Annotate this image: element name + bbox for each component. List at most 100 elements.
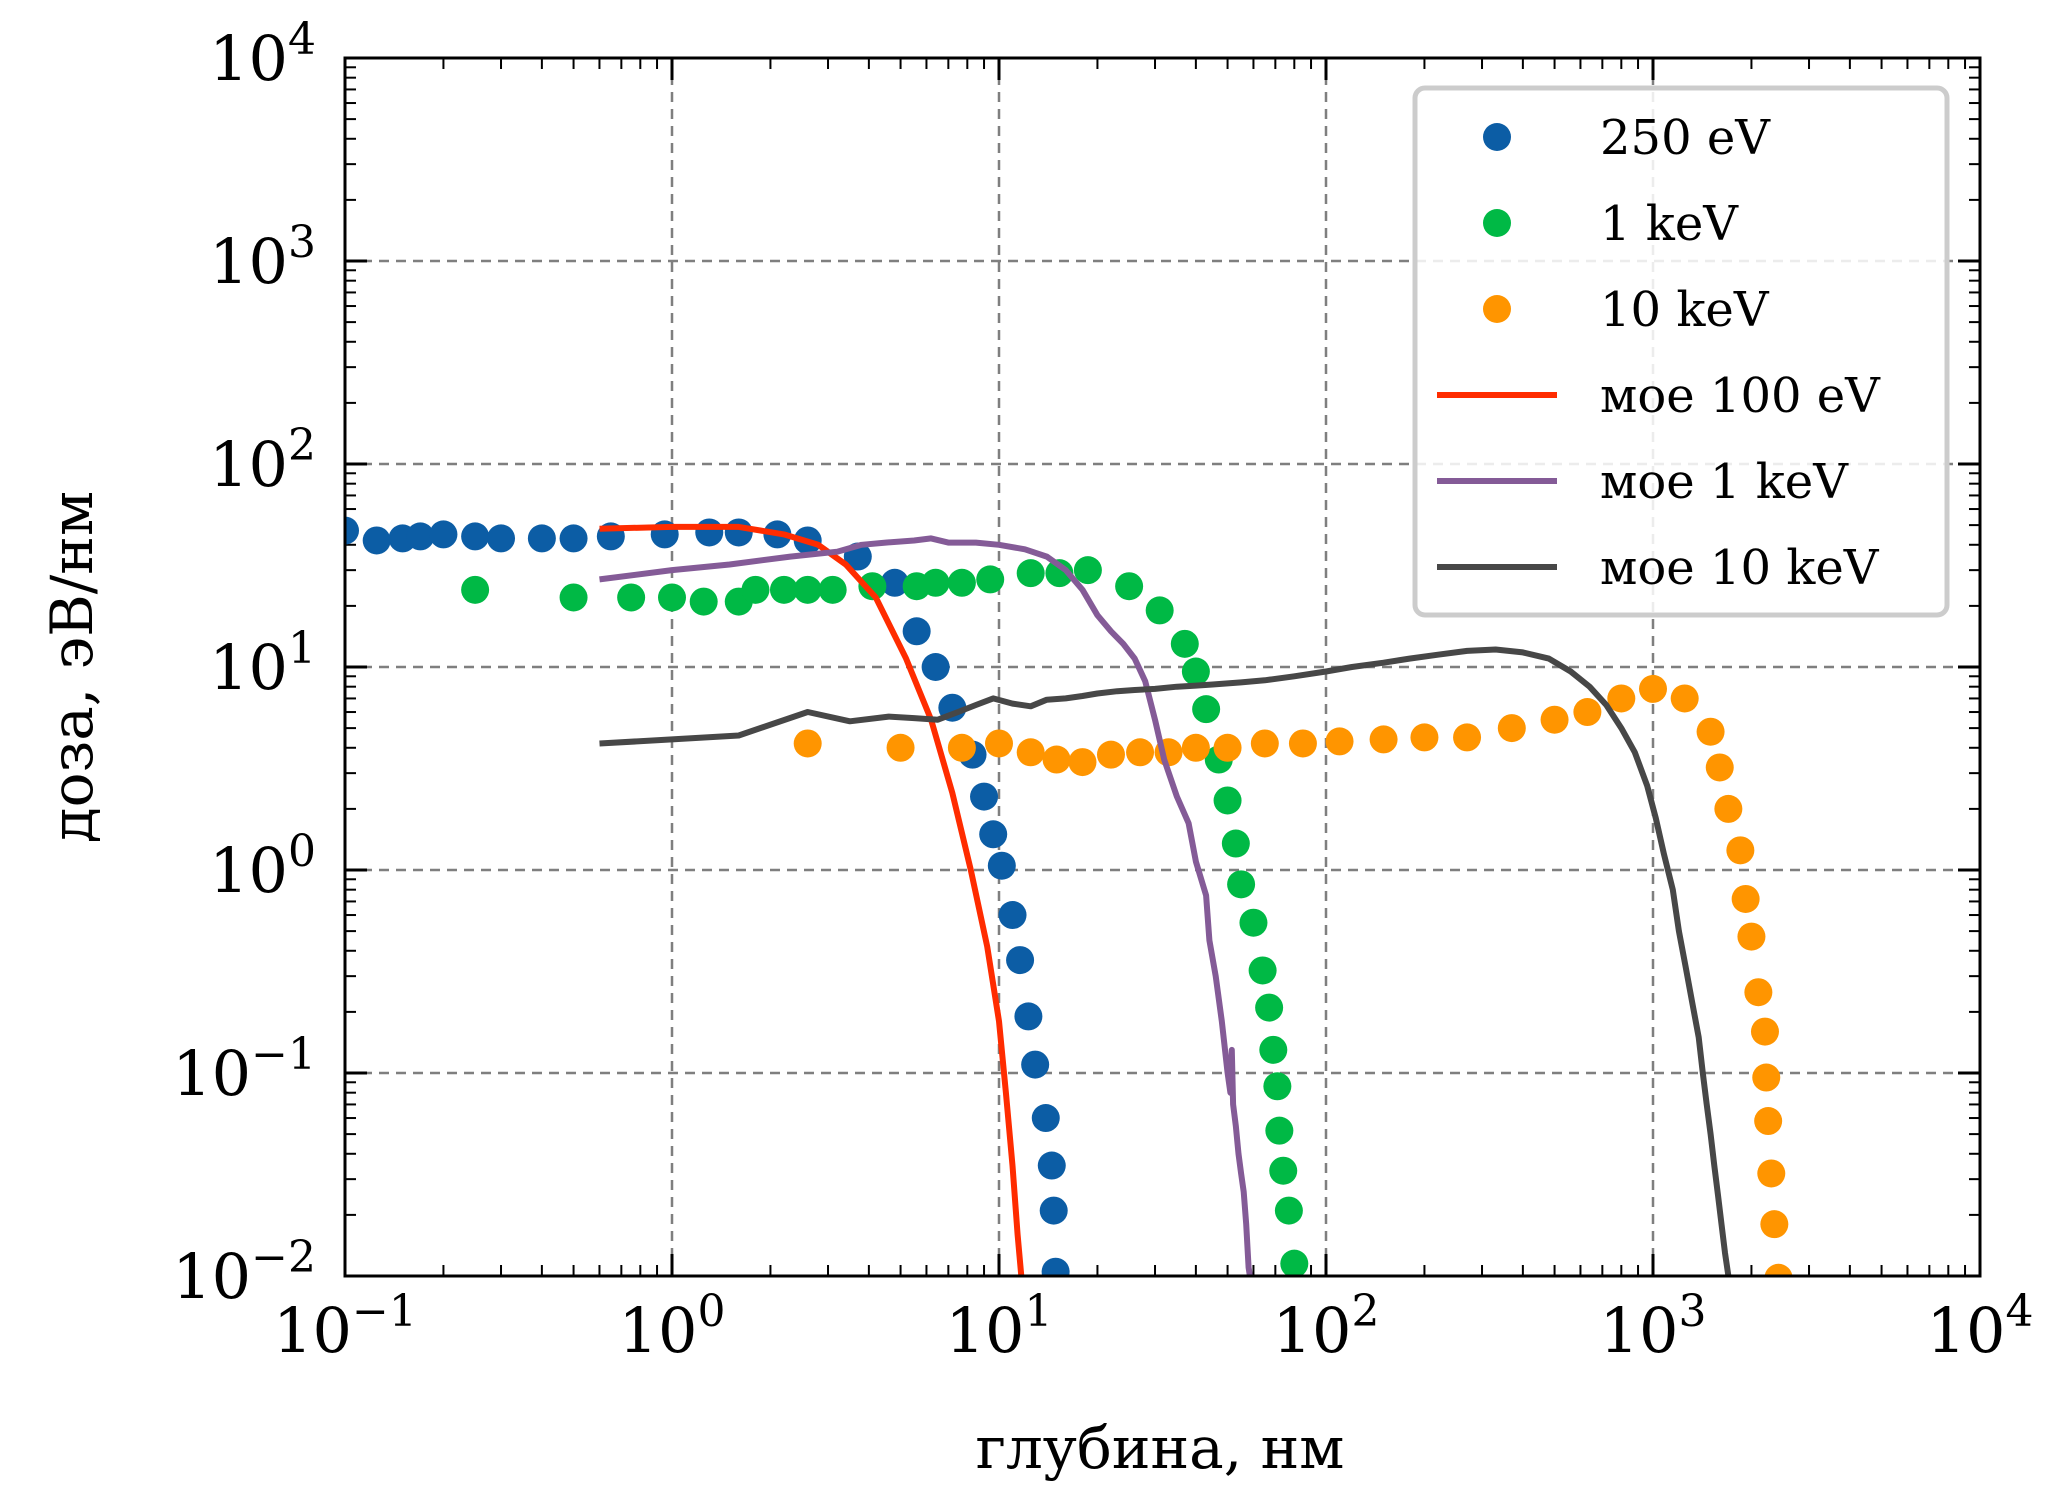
data-point — [1325, 727, 1354, 756]
y-tick-label: 100 — [209, 826, 316, 907]
data-point — [970, 782, 999, 811]
data-point — [1227, 870, 1256, 899]
y-tick-label: 10−1 — [172, 1029, 316, 1110]
x-axis-title: глубина, нм — [976, 1414, 1345, 1482]
data-point — [1037, 1151, 1066, 1180]
data-point — [1731, 884, 1760, 913]
data-point — [1274, 1196, 1303, 1225]
x-tick-labels: 10−1 100 101 102 103 104 — [273, 1286, 2033, 1367]
legend-label: мое 10 keV — [1600, 540, 1880, 596]
data-point — [1016, 559, 1045, 588]
series-1-keV — [461, 556, 1309, 1276]
x-tick-label: 102 — [1273, 1286, 1380, 1367]
data-point — [689, 587, 718, 616]
y-tick-label: 101 — [209, 623, 316, 704]
data-point — [818, 575, 847, 604]
legend-label: 250 eV — [1600, 110, 1771, 166]
data-point — [1181, 733, 1210, 762]
data-point — [461, 522, 490, 551]
legend-frame — [1412, 85, 1950, 618]
data-point — [793, 729, 822, 758]
data-point — [1031, 1104, 1060, 1133]
data-point — [1006, 946, 1035, 975]
y-tick-labels: 10−2 10−1 100 101 102 103 104 — [172, 14, 316, 1313]
y-tick-label: 104 — [209, 14, 316, 95]
y-tick-label: 103 — [209, 217, 316, 298]
data-point — [1016, 738, 1045, 767]
data-point — [724, 518, 753, 547]
data-point — [1757, 1159, 1786, 1188]
data-point — [1045, 559, 1074, 588]
y-tick-label: 102 — [209, 420, 316, 501]
data-point — [1192, 695, 1221, 724]
data-point — [1573, 698, 1602, 727]
data-point — [1239, 908, 1268, 937]
series-10-keV — [793, 674, 1793, 1276]
data-point — [979, 820, 1008, 849]
data-point — [1145, 596, 1174, 625]
x-tick-label: 101 — [946, 1286, 1053, 1367]
series-line — [599, 535, 1253, 1276]
data-point — [1639, 674, 1667, 703]
data-point — [1068, 748, 1097, 777]
data-point — [985, 729, 1013, 758]
data-point — [362, 526, 391, 555]
series-мое-10-keV — [599, 646, 1732, 1276]
data-point — [902, 617, 931, 646]
data-point — [987, 851, 1016, 880]
data-point — [741, 575, 770, 604]
data-point — [461, 575, 490, 604]
data-point — [947, 568, 976, 597]
data-point — [1073, 556, 1102, 585]
data-point — [1041, 1257, 1070, 1276]
data-point — [858, 572, 887, 601]
data-point — [1754, 1107, 1783, 1136]
data-point — [976, 565, 1005, 594]
data-point — [998, 901, 1027, 930]
data-point — [1696, 717, 1725, 746]
data-point — [1670, 684, 1699, 713]
data-point — [1042, 745, 1071, 774]
y-axis-title: доза, эВ/нм — [38, 491, 106, 843]
series-250-eV — [345, 516, 1070, 1276]
legend: 250 eV 1 keV 10 keV мое 100 eV мое 1 keV мое … — [1412, 85, 1950, 618]
grid — [345, 58, 1980, 1276]
data-point — [886, 733, 915, 762]
legend-marker-swatch — [1483, 123, 1511, 151]
data-point — [1540, 705, 1569, 734]
data-point — [1250, 729, 1279, 758]
data-point — [1760, 1210, 1789, 1239]
data-point — [1221, 829, 1250, 858]
data-point — [1126, 738, 1155, 767]
data-point — [429, 520, 458, 549]
data-point — [1280, 1249, 1309, 1276]
data-point — [1453, 723, 1482, 752]
data-point — [1248, 956, 1277, 985]
data-point — [1288, 729, 1317, 758]
data-point — [1705, 753, 1734, 782]
data-point — [1213, 733, 1242, 762]
data-point — [1369, 725, 1398, 754]
data-point — [1714, 794, 1743, 823]
x-tick-label: 104 — [1927, 1286, 2034, 1367]
data-point — [1259, 1035, 1288, 1064]
data-point — [793, 575, 822, 604]
data-point — [406, 522, 435, 551]
data-point — [1265, 1116, 1294, 1145]
data-point — [345, 516, 359, 545]
data-point — [527, 524, 556, 553]
x-tick-label: 103 — [1600, 1286, 1707, 1367]
legend-label: мое 100 eV — [1600, 368, 1881, 424]
legend-marker-swatch — [1483, 209, 1511, 237]
data-point — [1737, 922, 1766, 951]
legend-marker-swatch — [1483, 295, 1511, 323]
data-point — [1607, 684, 1636, 713]
data-point — [1497, 714, 1526, 743]
y-tick-label: 10−2 — [172, 1232, 316, 1313]
data-point — [1752, 1063, 1781, 1092]
data-point — [1764, 1263, 1793, 1276]
data-point — [617, 583, 646, 612]
data-point — [1269, 1156, 1298, 1185]
data-point — [1021, 1050, 1050, 1079]
